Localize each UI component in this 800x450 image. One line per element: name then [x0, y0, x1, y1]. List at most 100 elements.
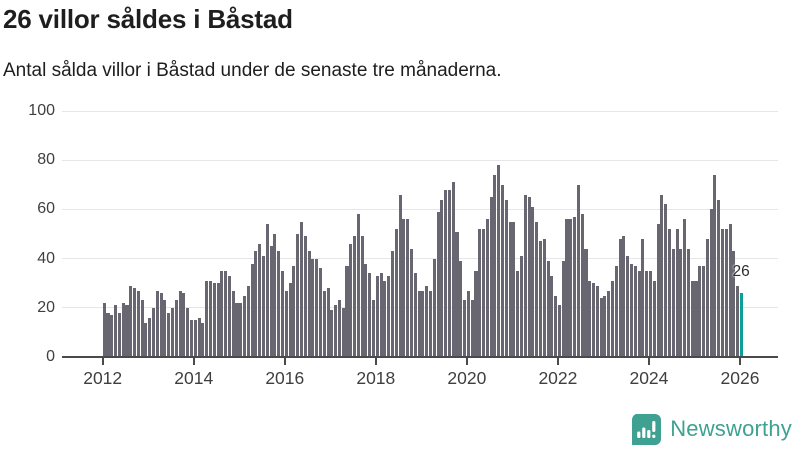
bar [299, 221, 303, 357]
bar [197, 317, 201, 357]
bar [205, 280, 209, 357]
bar [349, 243, 353, 357]
bar [311, 258, 315, 357]
bar [455, 231, 459, 357]
x-tick-2016 [283, 358, 286, 365]
bar [444, 189, 448, 357]
x-tick-2014 [192, 358, 195, 365]
bar [611, 280, 615, 357]
bar [227, 275, 231, 357]
gridline-80 [62, 159, 778, 161]
x-tick-label-2012: 2012 [83, 368, 123, 388]
bar [383, 280, 387, 357]
bar [167, 312, 171, 357]
bar [322, 290, 326, 357]
bar [284, 290, 288, 357]
brand-name: Newsworthy [670, 416, 792, 441]
bar [193, 320, 197, 357]
bar [136, 290, 140, 357]
bar [728, 224, 732, 357]
bar [186, 307, 190, 357]
bar [250, 263, 254, 357]
bar [554, 295, 558, 357]
y-tick-label: 100 [28, 102, 55, 119]
bar [535, 221, 539, 357]
bar [246, 285, 250, 357]
bar [231, 290, 235, 357]
bar [159, 293, 163, 357]
newsworthy-brand-link[interactable]: Newsworthy [629, 411, 792, 447]
bar [110, 315, 114, 357]
bar [683, 219, 687, 357]
bar [178, 290, 182, 357]
bar [592, 283, 596, 357]
bar [580, 214, 584, 357]
x-tick-2022 [556, 358, 559, 365]
bar [390, 251, 395, 357]
bar [724, 229, 728, 357]
bar [463, 300, 467, 357]
bar [174, 300, 178, 357]
bar [129, 285, 133, 357]
bar [497, 165, 501, 357]
x-tick-2012 [101, 358, 104, 365]
bar [387, 275, 391, 357]
bar [375, 275, 379, 357]
bar [235, 302, 239, 357]
bar [459, 261, 463, 357]
bar [523, 194, 527, 357]
bar [170, 307, 175, 357]
bar [561, 261, 565, 357]
bar [440, 199, 444, 357]
bar [576, 184, 580, 357]
bar [595, 285, 599, 357]
bar [679, 248, 683, 357]
bar [220, 270, 224, 357]
bar [686, 248, 690, 357]
x-tick-label-2022: 2022 [538, 368, 578, 388]
x-tick-2020 [465, 358, 468, 365]
bar [413, 273, 417, 357]
bar [546, 261, 550, 357]
bar-highlight [739, 293, 744, 357]
bar [307, 251, 311, 357]
bar [709, 209, 713, 357]
bar [201, 322, 205, 357]
bar [713, 174, 717, 357]
bar [436, 211, 440, 357]
bar [705, 238, 709, 357]
bar [368, 273, 372, 357]
bar [531, 206, 535, 357]
bar [189, 320, 193, 357]
bar [622, 236, 626, 357]
bar [409, 248, 413, 357]
bar [485, 219, 489, 357]
bar [519, 256, 524, 357]
bar [315, 258, 319, 357]
bar [432, 258, 436, 357]
bar [106, 312, 110, 357]
bar [489, 197, 493, 357]
x-axis-line [62, 356, 778, 358]
x-tick-2024 [647, 358, 650, 365]
bar [224, 270, 228, 357]
bar [599, 297, 603, 357]
gridline-100 [62, 110, 778, 112]
bar [102, 302, 106, 357]
bar [303, 236, 307, 357]
bar [603, 295, 607, 357]
bar [148, 317, 152, 357]
bar [501, 184, 505, 357]
bar [265, 224, 269, 357]
bar [372, 300, 376, 357]
bar [516, 270, 520, 357]
bar [470, 300, 474, 357]
bar [182, 293, 186, 357]
bar [633, 265, 637, 357]
bar [618, 238, 622, 357]
bar [671, 248, 675, 357]
bar [626, 256, 630, 357]
bar [133, 288, 137, 357]
bar [474, 270, 478, 357]
